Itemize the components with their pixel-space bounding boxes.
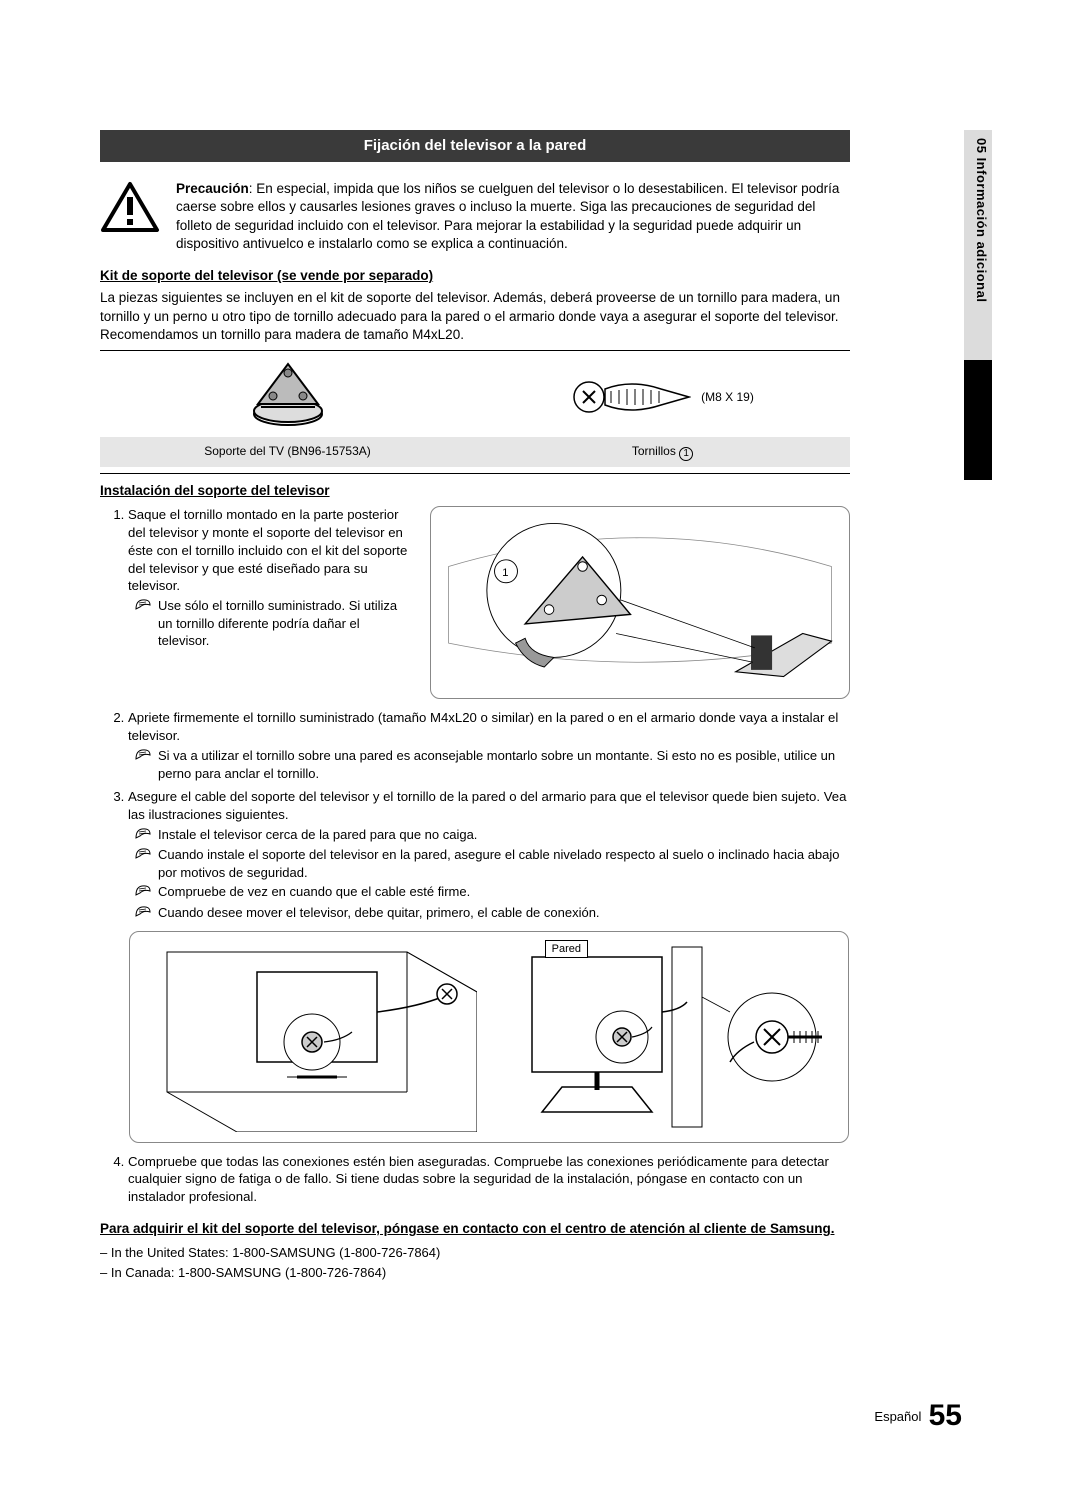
page-number: Español 55 xyxy=(874,1396,962,1437)
phone-ca: – In Canada: 1-800-SAMSUNG (1-800-726-78… xyxy=(100,1264,990,1282)
note-icon xyxy=(134,597,152,616)
pared-callout: Pared xyxy=(545,940,588,959)
note-icon xyxy=(134,826,152,845)
bracket-install-figure: 1 xyxy=(430,506,850,699)
step-1: Saque el tornillo montado en la parte po… xyxy=(128,506,410,650)
wall-tether-figure: Pared xyxy=(129,931,849,1143)
install-heading: Instalación del soporte del televisor xyxy=(100,482,850,500)
kit-heading: Kit de soporte del televisor (se vende p… xyxy=(100,267,850,285)
step-3-note-b: Cuando instale el soporte del televisor … xyxy=(158,846,850,881)
screw-size-label: (M8 X 19) xyxy=(701,389,754,405)
note-icon xyxy=(134,747,152,766)
warning-icon xyxy=(100,180,160,239)
phone-us: – In the United States: 1-800-SAMSUNG (1… xyxy=(100,1244,990,1262)
step-3-note-a: Instale el televisor cerca de la pared p… xyxy=(158,826,477,844)
contact-heading: Para adquirir el kit del soporte del tel… xyxy=(100,1220,850,1238)
step-1-text: Saque el tornillo montado en la parte po… xyxy=(128,507,407,593)
divider xyxy=(100,350,850,351)
page-num-value: 55 xyxy=(929,1399,962,1432)
caution-body: : En especial, impida que los niños se c… xyxy=(176,181,839,251)
divider xyxy=(100,473,850,474)
kit-bracket-figure xyxy=(100,353,475,440)
side-tab-label: 05 Información adicional xyxy=(972,138,990,302)
step-4-text: Compruebe que todas las conexiones estén… xyxy=(128,1154,829,1205)
kit-screw-caption: Tornillos 1 xyxy=(475,437,850,467)
step-2-text: Apriete firmemente el tornillo suministr… xyxy=(128,710,838,743)
note-icon xyxy=(134,883,152,902)
side-tab-bg-black xyxy=(964,360,992,480)
step-1-note: Use sólo el tornillo suministrado. Si ut… xyxy=(158,597,410,650)
note-icon xyxy=(134,904,152,923)
section-header: Fijación del televisor a la pared xyxy=(100,130,850,162)
svg-text:1: 1 xyxy=(502,567,508,579)
page-lang: Español xyxy=(874,1409,921,1424)
circled-one-icon: 1 xyxy=(679,447,693,461)
step-2: Apriete firmemente el tornillo suministr… xyxy=(128,709,850,782)
step-3-note-d: Cuando desee mover el televisor, debe qu… xyxy=(158,904,600,922)
note-icon xyxy=(134,846,152,865)
step-4: Compruebe que todas las conexiones estén… xyxy=(128,1153,850,1206)
kit-bracket-caption: Soporte del TV (BN96-15753A) xyxy=(100,437,475,467)
step-3: Asegure el cable del soporte del televis… xyxy=(128,788,850,1142)
kit-intro: La piezas siguientes se incluyen en el k… xyxy=(100,289,850,344)
step-2-note: Si va a utilizar el tornillo sobre una p… xyxy=(158,747,850,782)
caution-paragraph: Precaución: En especial, impida que los … xyxy=(176,180,850,253)
kit-screw-figure: (M8 X 19) xyxy=(475,368,850,426)
step-3-text: Asegure el cable del soporte del televis… xyxy=(128,789,846,822)
caution-label: Precaución xyxy=(176,181,249,196)
step-3-note-c: Compruebe de vez en cuando que el cable … xyxy=(158,883,470,901)
